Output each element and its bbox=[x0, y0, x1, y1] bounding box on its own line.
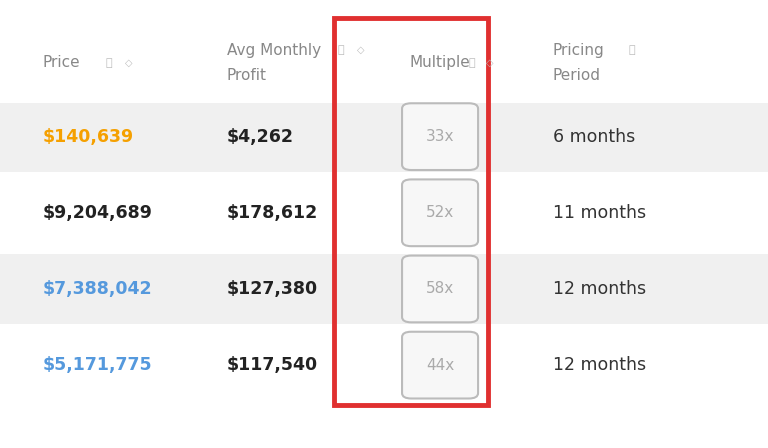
Text: ⓘ: ⓘ bbox=[628, 45, 635, 55]
Text: 11 months: 11 months bbox=[553, 204, 646, 222]
Text: $117,540: $117,540 bbox=[227, 356, 318, 374]
Text: ◇: ◇ bbox=[125, 58, 133, 68]
Bar bbox=[0, 177, 768, 248]
FancyBboxPatch shape bbox=[402, 179, 478, 246]
Text: $140,639: $140,639 bbox=[42, 128, 134, 146]
FancyBboxPatch shape bbox=[402, 255, 478, 323]
Text: Pricing: Pricing bbox=[553, 43, 604, 58]
Text: 12 months: 12 months bbox=[553, 280, 646, 298]
Text: $5,171,775: $5,171,775 bbox=[42, 356, 152, 374]
Text: Price: Price bbox=[42, 55, 80, 70]
Text: 52x: 52x bbox=[426, 205, 454, 220]
Text: Multiple: Multiple bbox=[409, 55, 471, 70]
Text: $127,380: $127,380 bbox=[227, 280, 318, 298]
Text: ⓘ: ⓘ bbox=[338, 45, 345, 55]
Text: ⓘ: ⓘ bbox=[468, 58, 475, 68]
Text: $4,262: $4,262 bbox=[227, 128, 293, 146]
Bar bbox=[334, 18, 488, 405]
Text: Period: Period bbox=[553, 68, 601, 83]
Text: ◇: ◇ bbox=[357, 45, 365, 55]
Text: 6 months: 6 months bbox=[553, 128, 635, 146]
Text: $7,388,042: $7,388,042 bbox=[42, 280, 152, 298]
FancyBboxPatch shape bbox=[402, 332, 478, 399]
Text: Avg Monthly: Avg Monthly bbox=[227, 43, 321, 58]
Text: 33x: 33x bbox=[425, 129, 455, 144]
Bar bbox=[0, 101, 768, 172]
Bar bbox=[0, 0, 768, 103]
FancyBboxPatch shape bbox=[402, 103, 478, 170]
Bar bbox=[0, 254, 768, 324]
Text: $9,204,689: $9,204,689 bbox=[42, 204, 152, 222]
Text: 58x: 58x bbox=[426, 281, 454, 297]
Text: 12 months: 12 months bbox=[553, 356, 646, 374]
Bar bbox=[0, 330, 768, 401]
Text: Profit: Profit bbox=[227, 68, 266, 83]
Text: 44x: 44x bbox=[426, 358, 454, 373]
Text: ◇: ◇ bbox=[486, 58, 494, 68]
Text: $178,612: $178,612 bbox=[227, 204, 318, 222]
Text: ⓘ: ⓘ bbox=[105, 58, 112, 68]
